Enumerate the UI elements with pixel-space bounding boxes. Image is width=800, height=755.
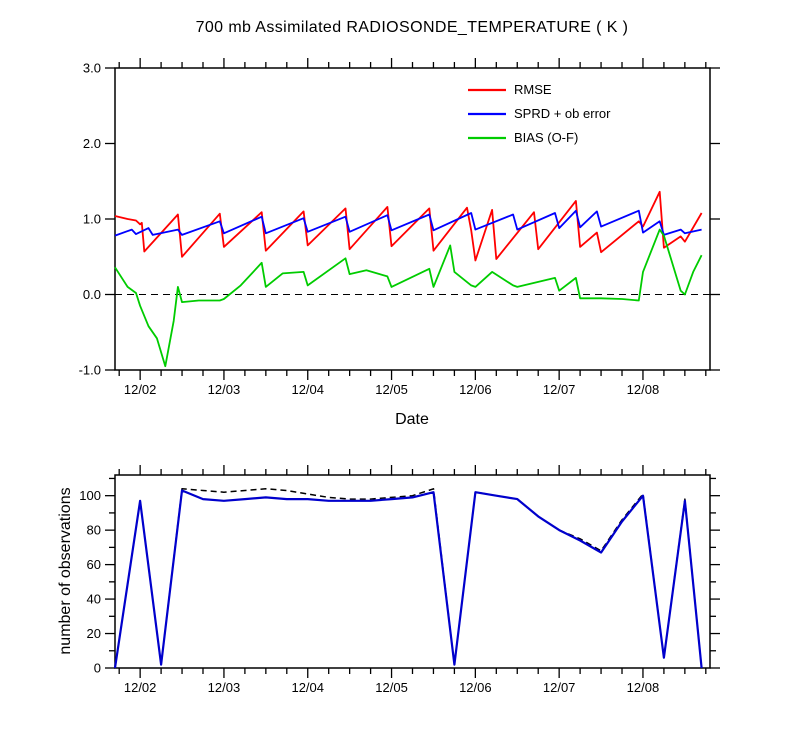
y-tick-label: -1.0 (79, 363, 101, 378)
x-tick-label: 12/06 (459, 680, 492, 695)
y-tick-label: 1.0 (83, 212, 101, 227)
series-line-observations-solid- (113, 489, 703, 669)
legend-label-bias: BIAS (O-F) (514, 130, 578, 145)
x-tick-label: 12/05 (375, 680, 408, 695)
series-line-bias-o-f- (114, 228, 703, 368)
x-tick-label: 12/08 (627, 382, 660, 397)
series-line-rmse (114, 190, 703, 262)
y-tick-label: 40 (87, 592, 101, 607)
y-tick-label: 60 (87, 557, 101, 572)
y-tick-label: 0 (94, 661, 101, 676)
bottom-plot-area: 12/02 12/03 12/04 12/05 12/06 12/07 12/08 0 20 40… (79, 465, 720, 695)
x-tick-label: 12/02 (124, 680, 157, 695)
y-tick-label: 3.0 (83, 61, 101, 76)
x-tick-label: 12/03 (208, 680, 241, 695)
x-tick-label: 12/04 (291, 680, 324, 695)
top-plot-area: 12/02 12/03 12/04 12/05 12/06 12/07 12/08 -1.0 0… (79, 58, 720, 397)
x-tick-label: 12/04 (291, 382, 324, 397)
x-tick-label: 12/06 (459, 382, 492, 397)
series-line-observations-dashed- (114, 488, 703, 669)
legend-label-rmse: RMSE (514, 82, 552, 97)
x-tick-label: 12/07 (543, 382, 576, 397)
x-tick-label: 12/07 (543, 680, 576, 695)
legend: RMSE SPRD + ob error BIAS (O-F) (468, 82, 611, 145)
y-axis-label-observations: number of observations (57, 487, 74, 654)
series-line-sprd-ob-error (114, 209, 702, 237)
plot-frame (114, 474, 711, 669)
x-tick-label: 12/08 (627, 680, 660, 695)
x-tick-label: 12/05 (375, 382, 408, 397)
legend-label-sprd: SPRD + ob error (514, 106, 611, 121)
x-tick-label: 12/02 (124, 382, 157, 397)
y-tick-label: 100 (79, 488, 101, 503)
y-tick-label: 0.0 (83, 287, 101, 302)
y-tick-label: 2.0 (83, 136, 101, 151)
y-tick-label: 80 (87, 523, 101, 538)
x-axis-label-date: Date (395, 411, 429, 428)
x-tick-label: 12/03 (208, 382, 241, 397)
chart-title: 700 mb Assimilated RADIOSONDE_TEMPERATUR… (196, 19, 629, 36)
y-tick-label: 20 (87, 626, 101, 641)
